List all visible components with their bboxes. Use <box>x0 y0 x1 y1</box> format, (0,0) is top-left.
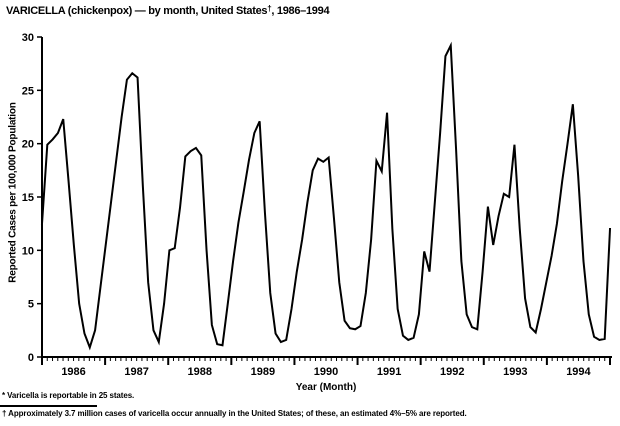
y-tick-label: 0 <box>28 352 34 364</box>
chart-title-text: VARICELLA (chickenpox) — by month, Unite… <box>6 5 268 17</box>
footnote-estimated-cases: † Approximately 3.7 million cases of var… <box>2 409 467 418</box>
year-label: 1993 <box>503 366 527 378</box>
year-label: 1994 <box>566 366 591 378</box>
y-tick-label: 30 <box>22 32 34 44</box>
year-label: 1988 <box>188 366 212 378</box>
y-tick-label: 25 <box>22 85 34 97</box>
y-tick-label: 10 <box>22 245 34 257</box>
footnote-reportable-states: * Varicella is reportable in 25 states. <box>2 391 135 400</box>
y-tick-label: 20 <box>22 139 34 151</box>
chart-title-footnote-marker: † <box>267 4 272 13</box>
year-label: 1992 <box>440 366 464 378</box>
chart-title-years: , 1986–1994 <box>271 5 330 17</box>
year-label: 1989 <box>251 366 275 378</box>
chart-title: VARICELLA (chickenpox) — by month, Unite… <box>6 4 330 17</box>
x-axis-label: Year (Month) <box>295 382 357 393</box>
y-tick-label: 15 <box>22 192 34 204</box>
year-label: 1991 <box>377 366 401 378</box>
y-tick-label: 5 <box>28 299 34 311</box>
varicella-data-line <box>40 41 612 351</box>
year-label: 1986 <box>61 366 85 378</box>
year-label: 1990 <box>314 366 338 378</box>
year-label: 1987 <box>124 366 148 378</box>
footnote-separator-rule <box>0 405 97 407</box>
